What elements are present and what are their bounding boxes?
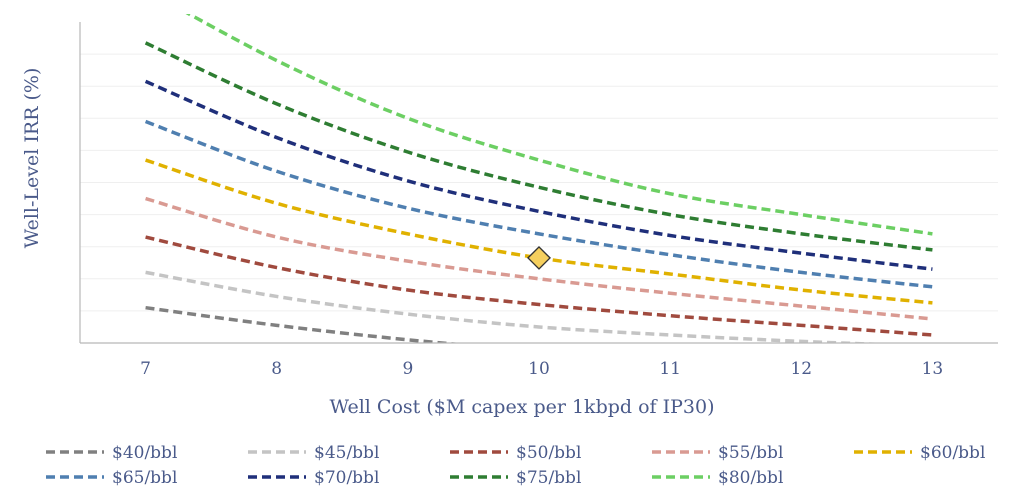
- legend-label: $40/bbl: [112, 443, 177, 463]
- legend-label: $60/bbl: [920, 443, 985, 463]
- x-tick-label: 12: [790, 359, 812, 379]
- gridlines: [80, 53, 998, 312]
- series-line: [145, 158, 933, 305]
- legend-label: $75/bbl: [516, 468, 581, 488]
- x-tick-label: 9: [402, 359, 413, 379]
- highlight-diamond-marker: [527, 245, 551, 270]
- series-line: [144, 41, 933, 252]
- x-tick-label: 8: [271, 359, 282, 379]
- legend-label: $55/bbl: [718, 443, 783, 463]
- series-line: [145, 235, 933, 337]
- legend-label: $80/bbl: [718, 468, 783, 488]
- legend-label: $50/bbl: [516, 443, 581, 463]
- x-tick-label: 11: [659, 359, 681, 379]
- series-line: [144, 119, 933, 289]
- x-tick-label: 13: [922, 359, 944, 379]
- x-tick-labels: 7 8 9 10 11 12 13: [140, 359, 943, 379]
- x-tick-label: 10: [528, 359, 550, 379]
- legend-label: $70/bbl: [314, 468, 379, 488]
- series-line: [144, 79, 933, 271]
- series-line: [145, 270, 891, 343]
- x-tick-label: 7: [140, 359, 151, 379]
- series-line: [145, 305, 463, 343]
- series-line: [145, 196, 933, 321]
- legend-label: $45/bbl: [314, 443, 379, 463]
- y-axis-title: Well-Level IRR (%): [21, 68, 43, 249]
- x-axis-title: Well Cost ($M capex per 1kbpd of IP30): [330, 396, 715, 418]
- series-line: [185, 14, 933, 236]
- plot-area: [144, 14, 933, 343]
- legend-label: $65/bbl: [112, 468, 177, 488]
- legend: $40/bbl $45/bbl $50/bbl $55/bbl $60/bbl $65/b…: [46, 443, 985, 488]
